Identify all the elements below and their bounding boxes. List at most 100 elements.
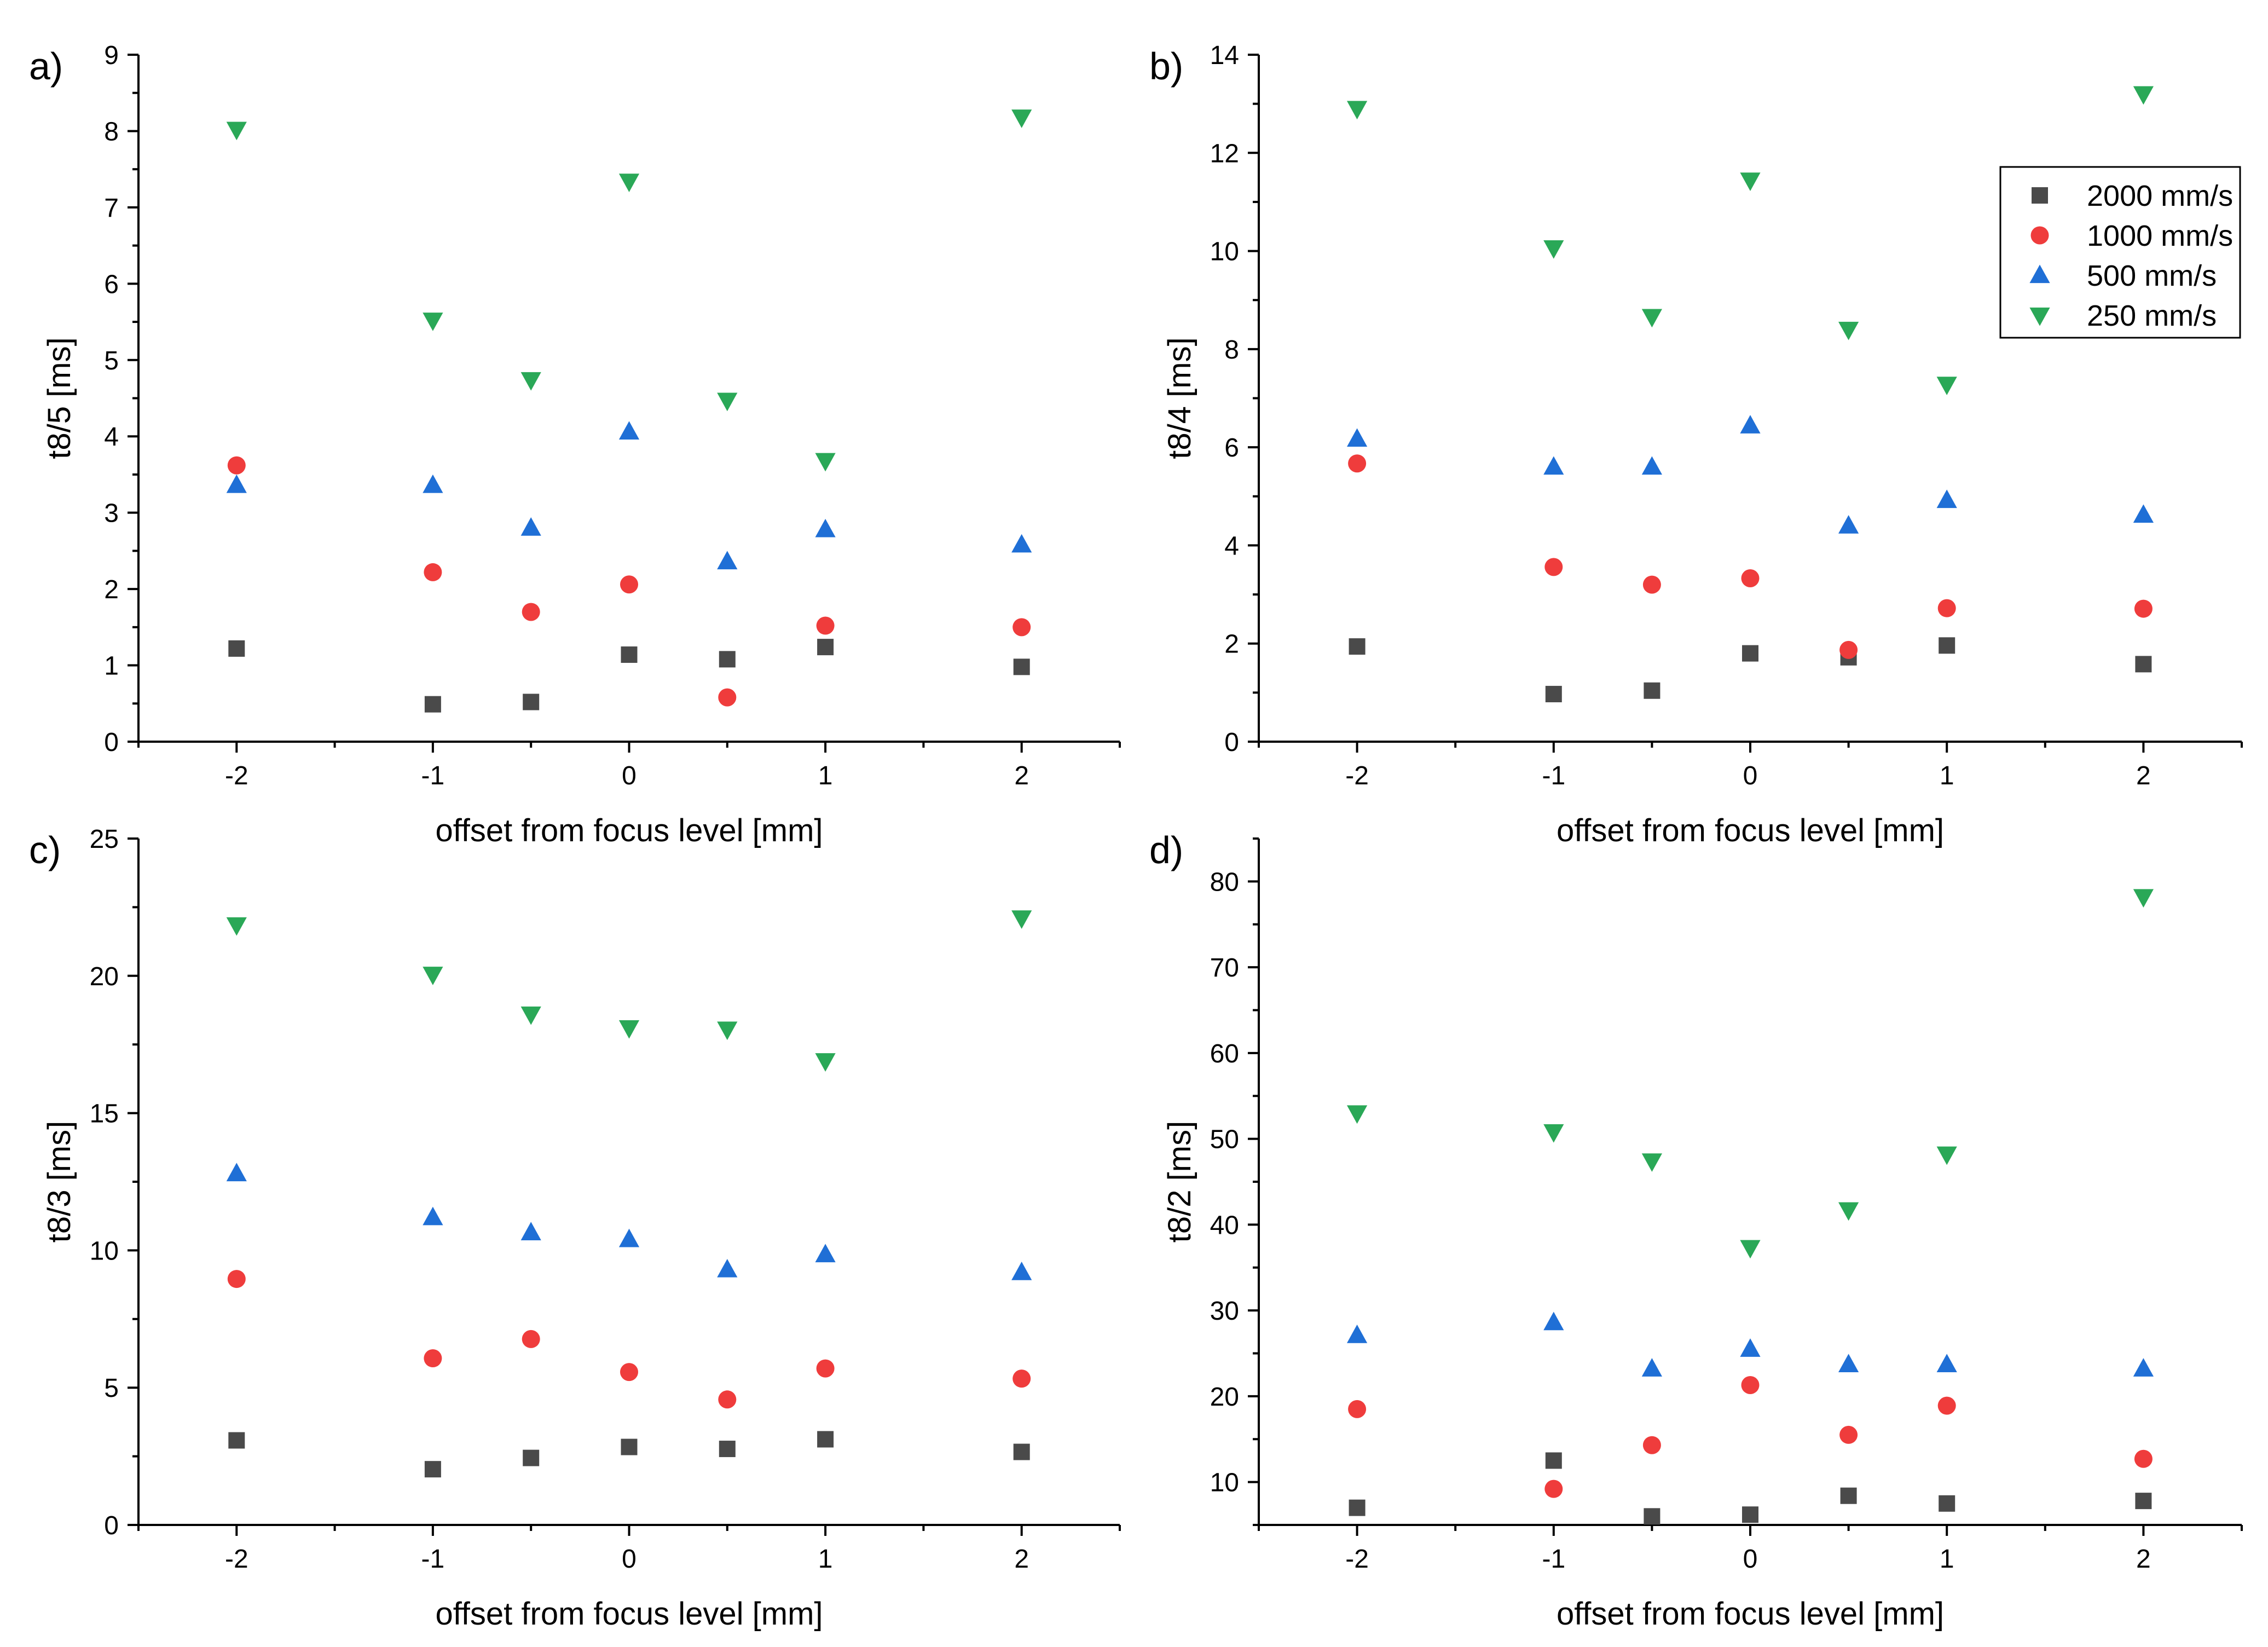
data-point bbox=[424, 1349, 442, 1368]
data-point bbox=[1740, 1338, 1761, 1357]
x-tick-label: 0 bbox=[622, 1545, 637, 1574]
data-point bbox=[1347, 428, 1368, 447]
data-point bbox=[2133, 1358, 2154, 1377]
data-point bbox=[1936, 377, 1957, 395]
data-point bbox=[2134, 599, 2153, 618]
y-tick-label: 10 bbox=[90, 1236, 119, 1265]
data-point bbox=[2133, 86, 2154, 105]
data-point bbox=[520, 1006, 541, 1025]
data-point bbox=[621, 1438, 638, 1455]
x-axis-title: offset from focus level [mm] bbox=[435, 1596, 823, 1632]
data-point bbox=[718, 688, 737, 707]
data-point bbox=[1349, 1499, 1366, 1516]
y-tick-label: 4 bbox=[104, 423, 119, 452]
x-tick-label: -1 bbox=[421, 761, 445, 790]
x-axis-title: offset from focus level [mm] bbox=[435, 813, 823, 848]
x-tick-label: 0 bbox=[1743, 1545, 1758, 1574]
data-point bbox=[817, 1431, 834, 1448]
y-axis-title: t8/4 [ms] bbox=[1162, 337, 1197, 459]
series-1000-mm-s bbox=[1348, 1376, 2153, 1498]
data-point bbox=[522, 603, 540, 621]
series-500-mm-s bbox=[226, 1163, 1032, 1280]
x-axis-title: offset from focus level [mm] bbox=[1557, 1596, 1944, 1632]
data-point bbox=[717, 1258, 738, 1278]
data-point bbox=[522, 1330, 540, 1348]
data-point bbox=[815, 453, 836, 472]
data-point bbox=[1544, 558, 1563, 576]
data-point bbox=[1644, 682, 1660, 699]
y-tick-label: 14 bbox=[1210, 41, 1239, 70]
y-tick-label: 7 bbox=[104, 194, 119, 223]
data-point bbox=[226, 474, 247, 493]
y-tick-label: 0 bbox=[1224, 728, 1239, 757]
data-point bbox=[1545, 686, 1562, 703]
data-point bbox=[423, 1206, 443, 1226]
y-tick-label: 5 bbox=[104, 346, 119, 375]
legend-marker bbox=[2030, 226, 2049, 245]
x-tick-label: -1 bbox=[421, 1545, 445, 1574]
data-point bbox=[2133, 889, 2154, 908]
data-point bbox=[1740, 1240, 1761, 1259]
series-500-mm-s bbox=[1347, 1311, 2154, 1377]
data-point bbox=[1012, 1369, 1031, 1388]
data-point bbox=[1543, 1311, 1564, 1331]
y-axis-title: t8/2 [ms] bbox=[1162, 1121, 1197, 1243]
series-1000-mm-s bbox=[227, 456, 1031, 707]
data-point bbox=[1012, 618, 1031, 637]
data-point bbox=[2135, 1493, 2152, 1510]
data-point bbox=[1543, 240, 1564, 259]
legend-marker bbox=[2032, 187, 2048, 204]
y-tick-label: 2 bbox=[104, 575, 119, 604]
data-point bbox=[1013, 658, 1030, 675]
data-point bbox=[620, 1363, 638, 1382]
data-point bbox=[1838, 1202, 1859, 1221]
legend-label: 500 mm/s bbox=[2087, 259, 2217, 292]
panel-label: b) bbox=[1149, 45, 1183, 88]
data-point bbox=[1347, 1105, 1368, 1124]
data-point bbox=[423, 967, 443, 985]
data-point bbox=[618, 1228, 640, 1247]
y-tick-label: 70 bbox=[1210, 953, 1239, 983]
y-tick-label: 10 bbox=[1210, 1469, 1239, 1498]
y-tick-label: 2 bbox=[1224, 630, 1239, 659]
data-point bbox=[1742, 645, 1758, 662]
data-point bbox=[1740, 415, 1761, 434]
data-point bbox=[2134, 1449, 2153, 1468]
data-point bbox=[621, 646, 638, 663]
data-point bbox=[620, 575, 638, 594]
data-point bbox=[1939, 637, 1955, 654]
data-point bbox=[1642, 1436, 1661, 1454]
data-point bbox=[226, 1163, 247, 1182]
data-point bbox=[2133, 504, 2154, 523]
x-tick-label: 2 bbox=[1014, 761, 1029, 790]
y-tick-label: 0 bbox=[104, 1511, 119, 1540]
y-tick-label: 4 bbox=[1224, 531, 1239, 560]
data-point bbox=[1741, 569, 1760, 587]
data-point bbox=[226, 917, 247, 936]
series-2000-mm-s bbox=[228, 639, 1030, 713]
legend-marker bbox=[2029, 307, 2050, 326]
data-point bbox=[1349, 638, 1366, 655]
data-point bbox=[1347, 1325, 1368, 1343]
data-point bbox=[1838, 515, 1859, 534]
data-point bbox=[1013, 1443, 1030, 1460]
data-point bbox=[1642, 575, 1661, 594]
series-1000-mm-s bbox=[1348, 454, 2153, 659]
legend-marker bbox=[2029, 264, 2050, 284]
data-point bbox=[423, 313, 443, 331]
data-point bbox=[1839, 640, 1858, 659]
data-point bbox=[1742, 1506, 1758, 1523]
series-1000-mm-s bbox=[227, 1270, 1031, 1409]
x-tick-label: -2 bbox=[225, 1545, 248, 1574]
data-point bbox=[227, 1270, 246, 1288]
data-point bbox=[719, 1441, 736, 1458]
data-point bbox=[1544, 1480, 1563, 1498]
data-point bbox=[520, 1222, 541, 1240]
data-point bbox=[1545, 1452, 1562, 1469]
data-point bbox=[1838, 321, 1859, 340]
x-tick-label: -2 bbox=[1345, 1545, 1369, 1574]
x-tick-label: 1 bbox=[1940, 761, 1954, 790]
data-point bbox=[1936, 1146, 1957, 1165]
